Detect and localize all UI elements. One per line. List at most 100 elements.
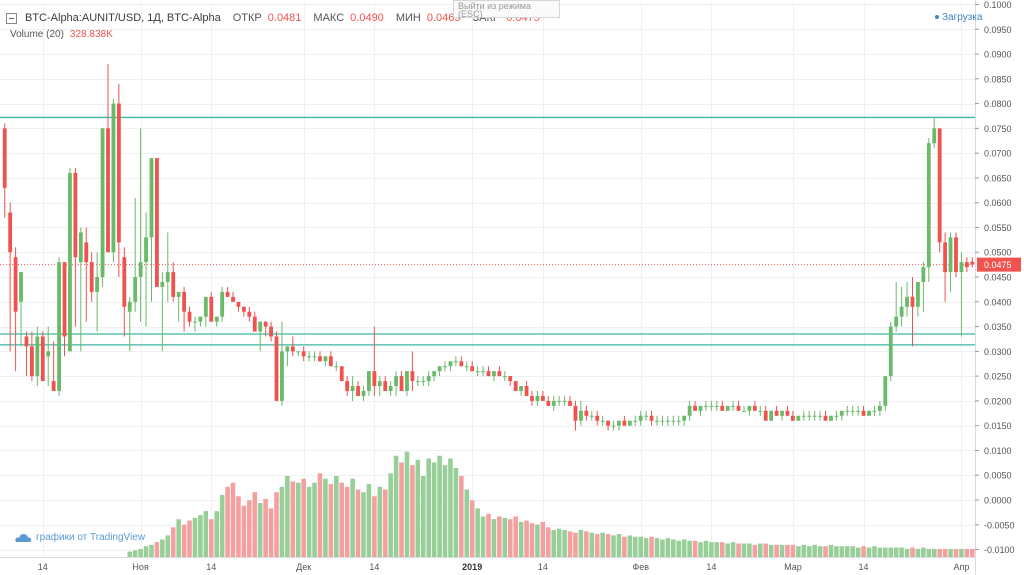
time-tick-label: Ноя <box>132 562 149 572</box>
volume-bar <box>774 544 779 557</box>
volume-bar <box>556 528 562 557</box>
volume-bar <box>491 519 497 557</box>
volume-bar <box>823 546 828 557</box>
price-tick-label: 0.0100 <box>984 446 1012 456</box>
candle-body <box>796 415 801 421</box>
candle-body <box>138 262 143 278</box>
price-axis[interactable]: 0.1000 0.0950 0.0900 0.0850 0.0800 0.0750 0.07… <box>975 0 1024 575</box>
volume-bar <box>404 451 410 557</box>
price-tick-label: -0.0100 <box>984 545 1015 555</box>
volume-bar <box>127 551 133 557</box>
volume-bar <box>671 539 676 557</box>
candle-body <box>877 405 882 411</box>
volume-bar <box>263 498 268 557</box>
volume-bar <box>268 508 274 557</box>
volume-bar <box>681 539 687 557</box>
volume-bar <box>763 543 769 557</box>
volume-bar <box>410 465 415 557</box>
price-tick-label: 0.0200 <box>984 396 1012 406</box>
volume-bar <box>605 534 611 557</box>
time-tick-label: Дек <box>296 562 311 572</box>
price-tick-label: 0.0650 <box>984 173 1012 183</box>
volume-bar <box>518 521 524 557</box>
candle-body <box>475 371 480 373</box>
candle-body <box>546 400 551 406</box>
time-tick-label: 14 <box>38 562 48 572</box>
candle-body <box>405 371 409 391</box>
volume-bar <box>203 511 209 557</box>
volume-bar <box>257 503 263 557</box>
volume-bar <box>567 531 573 557</box>
volume-bar <box>758 543 763 557</box>
candle-body <box>508 376 513 382</box>
candle-body <box>649 415 654 421</box>
time-tick-label: 14 <box>369 562 379 572</box>
candle-body <box>502 376 507 378</box>
volume-bar <box>295 482 301 557</box>
grid <box>0 2 975 557</box>
candle-body <box>486 371 491 377</box>
symbol-label[interactable]: BTC-Alpha:AUNIT/USD, 1Д, BTC-Alpha <box>25 12 221 24</box>
volume-legend-value: 328.838K <box>69 29 113 40</box>
candle-body <box>829 415 833 421</box>
volume-bar <box>698 542 703 557</box>
volume-bar <box>850 546 855 557</box>
volume-bar <box>915 548 921 557</box>
candle-body <box>263 321 268 327</box>
candle-body <box>328 356 333 367</box>
price-tick-label: 0.0300 <box>984 347 1012 357</box>
candle-body <box>470 366 475 372</box>
candle-body <box>910 296 915 307</box>
volume-bar <box>344 486 350 557</box>
volume-bar <box>893 547 899 557</box>
volume-bar <box>420 476 426 557</box>
candle-body <box>774 410 779 416</box>
candle-body <box>410 371 415 382</box>
volume-bar <box>627 535 633 557</box>
candle-body <box>954 237 958 273</box>
candle-body <box>655 420 659 422</box>
candles <box>2 63 975 431</box>
candle-body <box>671 420 676 422</box>
volume-bar <box>219 494 225 557</box>
candle-body <box>361 391 366 396</box>
volume-bar <box>181 524 187 557</box>
candle-body <box>872 410 877 412</box>
candle-body <box>209 296 214 322</box>
volume-bar <box>230 482 236 557</box>
candle-body <box>742 410 746 412</box>
candle-body <box>155 158 159 287</box>
volume-bar <box>361 492 366 557</box>
price-tick-label: 0.0250 <box>984 372 1012 382</box>
candle-body <box>388 386 393 391</box>
candle-body <box>747 405 752 411</box>
candle-body <box>415 381 420 383</box>
candle-body <box>622 420 627 426</box>
candle-body <box>736 405 741 411</box>
candle-body <box>46 351 51 357</box>
candle-body <box>905 296 909 307</box>
candle-body <box>78 232 83 263</box>
volume-bar <box>366 484 372 557</box>
tradingview-watermark[interactable]: графики от TradingView <box>14 532 145 543</box>
volume-bar <box>872 546 877 557</box>
price-tick-label: 0.0900 <box>984 50 1012 60</box>
volume-bar <box>578 530 584 557</box>
time-axis[interactable]: 14Ноя14Дек14201914Фев14Мар14Апр14Май <box>0 557 1024 575</box>
volume-bar <box>877 547 883 557</box>
collapse-icon[interactable] <box>6 12 17 24</box>
volume-bar <box>317 473 323 557</box>
volume-bar <box>768 544 774 557</box>
loading-label: Загрузка <box>942 12 983 23</box>
candle-body <box>57 262 61 391</box>
time-tick-label: 14 <box>706 562 716 572</box>
volume-bar <box>535 524 540 557</box>
tooltip-line1: Выйти из режима <box>458 1 531 11</box>
volume-legend[interactable]: Volume (20) 328.838K <box>10 29 113 40</box>
volume-bar <box>817 546 823 557</box>
volume-bar <box>475 508 480 557</box>
volume-bar <box>388 473 393 557</box>
candle-body <box>600 420 605 422</box>
